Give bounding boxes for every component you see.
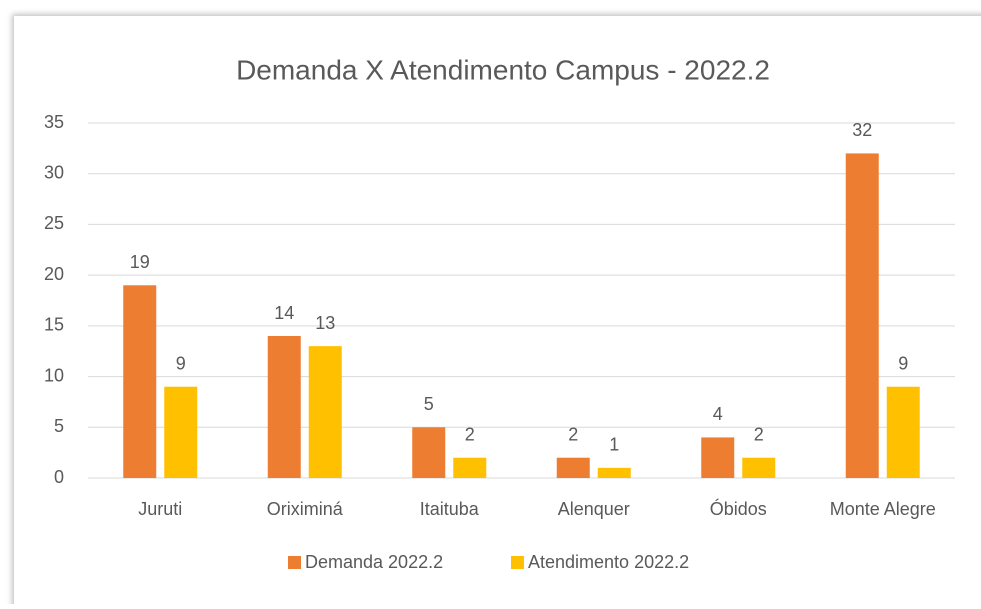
bar [597, 467, 631, 478]
bar [412, 427, 446, 478]
data-label: 2 [568, 424, 578, 444]
y-tick-label: 10 [44, 365, 64, 385]
x-tick-label: Óbidos [710, 498, 767, 519]
data-label: 2 [754, 424, 764, 444]
x-tick-label: Juruti [138, 499, 182, 519]
legend-swatch [288, 556, 301, 569]
x-tick-label: Alenquer [558, 499, 630, 519]
data-label: 1 [609, 435, 619, 455]
bar [742, 457, 776, 478]
data-label: 5 [424, 394, 434, 414]
y-tick-label: 5 [54, 416, 64, 436]
legend-label: Demanda 2022.2 [305, 552, 443, 572]
data-label: 19 [130, 252, 150, 272]
data-label: 9 [898, 353, 908, 373]
bar [845, 153, 879, 478]
data-label: 32 [852, 120, 872, 140]
y-tick-label: 30 [44, 162, 64, 182]
y-tick-label: 0 [54, 467, 64, 487]
x-tick-label: Itaituba [420, 499, 480, 519]
y-tick-label: 15 [44, 315, 64, 335]
x-tick-label: Monte Alegre [830, 499, 936, 519]
bar [123, 285, 157, 478]
bar [701, 437, 735, 478]
y-tick-label: 25 [44, 213, 64, 233]
legend-label: Atendimento 2022.2 [528, 552, 689, 572]
data-label: 9 [176, 353, 186, 373]
y-tick-label: 35 [44, 112, 64, 132]
bar [453, 457, 487, 478]
data-label: 14 [274, 303, 294, 323]
bar [308, 346, 342, 478]
data-label: 2 [465, 424, 475, 444]
bar [556, 457, 590, 478]
chart-frame [14, 16, 981, 609]
data-label: 13 [315, 313, 335, 333]
chart-title: Demanda X Atendimento Campus - 2022.2 [236, 54, 770, 85]
y-tick-label: 20 [44, 264, 64, 284]
legend-swatch [511, 556, 524, 569]
data-label: 4 [713, 404, 723, 424]
bar [164, 386, 198, 478]
x-tick-label: Oriximiná [267, 499, 344, 519]
bar [886, 386, 920, 478]
bar [267, 336, 301, 478]
